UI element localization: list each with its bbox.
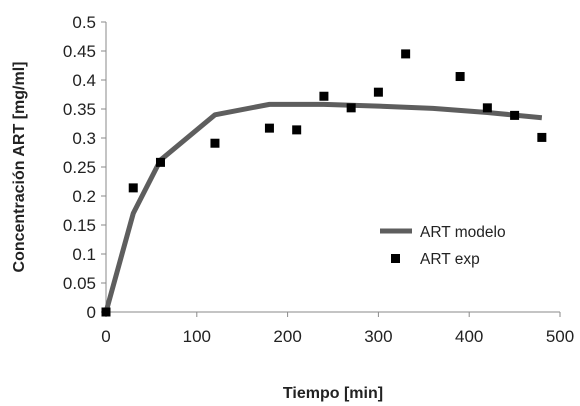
data-point-art-exp bbox=[373, 87, 383, 97]
data-point-art-exp bbox=[210, 138, 220, 148]
y-tick-label: 0.25 bbox=[63, 158, 96, 177]
data-point-art-exp bbox=[346, 103, 356, 113]
x-axis-title: Tiempo [min] bbox=[283, 385, 383, 402]
y-tick-label: 0.05 bbox=[63, 274, 96, 293]
y-tick-label: 0.15 bbox=[63, 216, 96, 235]
data-point-art-exp bbox=[292, 125, 302, 135]
data-point-art-exp bbox=[319, 91, 329, 101]
y-axis-title: Concentración ART [mg/ml] bbox=[11, 62, 28, 273]
x-tick-label: 400 bbox=[455, 327, 483, 346]
series-layer bbox=[101, 49, 547, 317]
data-point-art-exp bbox=[455, 72, 465, 82]
x-tick-label: 0 bbox=[101, 327, 110, 346]
y-tick-label: 0.45 bbox=[63, 42, 96, 61]
x-tick-label: 500 bbox=[546, 327, 574, 346]
data-point-art-exp bbox=[401, 49, 411, 59]
series-line-art-modelo bbox=[103, 101, 543, 313]
x-tick-label: 300 bbox=[364, 327, 392, 346]
data-point-art-exp bbox=[101, 307, 111, 317]
legend-marker-swatch bbox=[391, 254, 400, 263]
y-tick-label: 0.4 bbox=[72, 71, 96, 90]
x-tick-label: 100 bbox=[183, 327, 211, 346]
y-tick-label: 0.3 bbox=[72, 129, 96, 148]
x-tick-labels: 0 100 200 300 400 500 bbox=[101, 327, 574, 346]
legend-label-art-exp: ART exp bbox=[420, 251, 480, 268]
data-point-art-exp bbox=[537, 132, 547, 142]
y-tick-label: 0.1 bbox=[72, 245, 96, 264]
axes bbox=[101, 21, 561, 317]
data-point-art-exp bbox=[264, 123, 274, 133]
y-tick-label: 0.35 bbox=[63, 100, 96, 119]
data-point-art-exp bbox=[482, 103, 492, 113]
data-point-art-exp bbox=[128, 183, 138, 193]
x-tick-label: 200 bbox=[273, 327, 301, 346]
y-tick-label: 0.5 bbox=[72, 13, 96, 32]
legend-label-art-modelo: ART modelo bbox=[420, 224, 506, 241]
data-point-art-exp bbox=[510, 110, 520, 120]
legend: ART modelo ART exp bbox=[380, 224, 506, 268]
y-tick-labels: 0 0.05 0.1 0.15 0.2 0.25 0.3 0.35 0.4 0.45 0.5 bbox=[63, 13, 96, 322]
y-tick-label: 0.2 bbox=[72, 187, 96, 206]
y-tick-label: 0 bbox=[87, 303, 96, 322]
data-point-art-exp bbox=[155, 157, 165, 167]
